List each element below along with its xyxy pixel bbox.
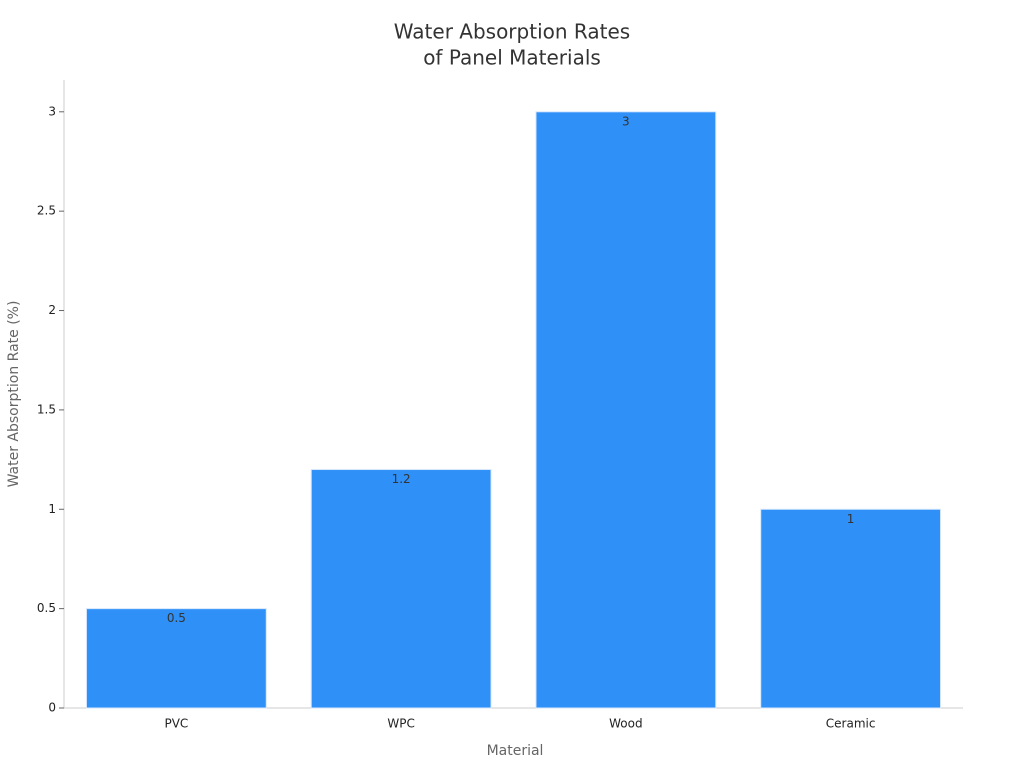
data-label: 3 xyxy=(622,114,630,128)
data-label: 1 xyxy=(847,512,855,526)
y-tick-label: 1.5 xyxy=(37,402,56,416)
x-tick-label: PVC xyxy=(164,717,188,731)
y-axis-label: Water Absorption Rate (%) xyxy=(6,301,22,488)
data-label: 0.5 xyxy=(167,611,186,625)
y-tick-label: 1 xyxy=(48,502,56,516)
x-axis-label: Material xyxy=(487,743,544,759)
y-tick-label: 2.5 xyxy=(37,204,56,218)
y-tick-label: 0.5 xyxy=(37,601,56,615)
bar xyxy=(310,469,492,709)
bar xyxy=(535,111,717,709)
x-tick-label: Wood xyxy=(609,717,642,731)
y-tick-label: 2 xyxy=(48,303,56,317)
y-tick-label: 3 xyxy=(48,104,56,118)
bar xyxy=(760,508,942,709)
chart-title: of Panel Materials xyxy=(423,46,601,70)
chart-title: Water Absorption Rates xyxy=(394,20,630,44)
y-tick-label: 0 xyxy=(48,701,56,715)
x-tick-label: WPC xyxy=(387,717,414,731)
bar xyxy=(85,608,267,709)
data-label: 1.2 xyxy=(392,472,411,486)
x-tick-label: Ceramic xyxy=(826,717,876,731)
